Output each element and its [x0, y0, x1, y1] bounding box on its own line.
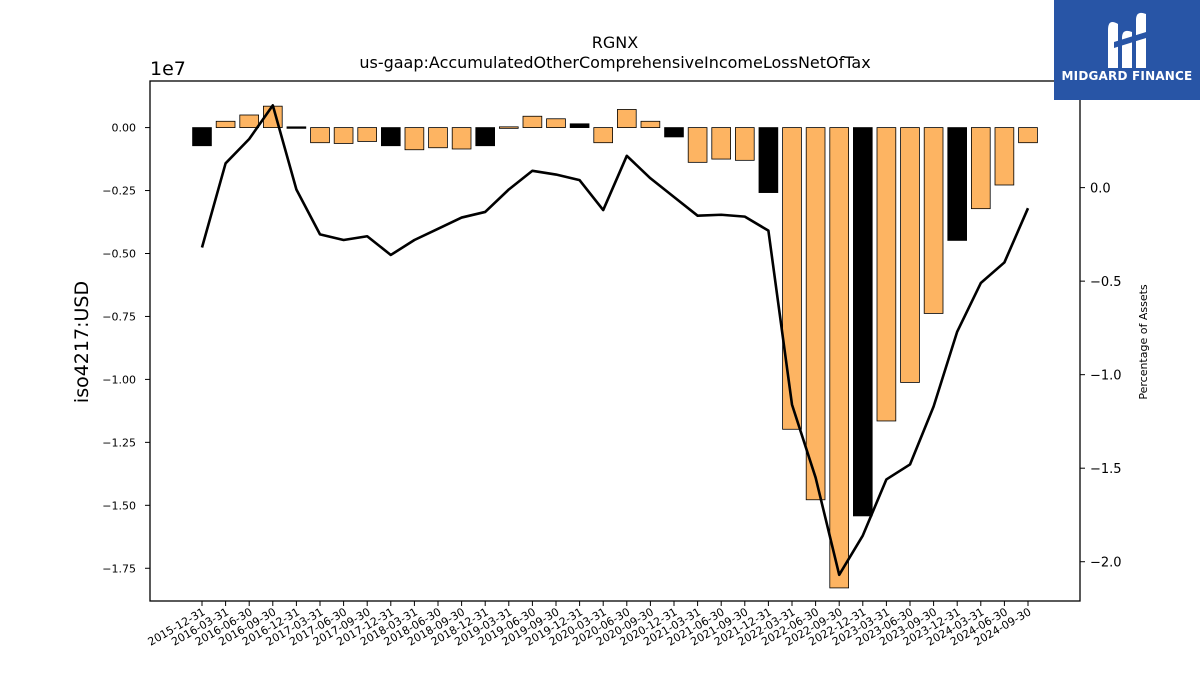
- y-tick-label: 0.00: [112, 122, 137, 135]
- y-tick-label: −1.50: [102, 499, 136, 512]
- chart-title: RGNX: [592, 33, 638, 52]
- bar-2018-03-31: [404, 127, 425, 151]
- percentage-of-assets-line: [200, 104, 1030, 577]
- y2-tick-label: −1.0: [1090, 369, 1122, 384]
- bar-2020-03-31: [593, 127, 613, 144]
- bar-2021-06-30: [711, 127, 731, 160]
- y2-tick-label: −0.5: [1090, 275, 1122, 290]
- bar-2021-09-30: [735, 127, 755, 161]
- bars-layer: [192, 105, 1038, 589]
- bar-2017-12-31: [380, 127, 401, 147]
- bar-2022-09-30: [829, 127, 849, 589]
- bar-2024-06-30: [994, 127, 1015, 186]
- logo-text: MIDGARD FINANCE: [1061, 69, 1193, 83]
- bar-2023-09-30: [923, 127, 944, 314]
- y-tick-label: −0.25: [102, 185, 136, 198]
- y2-axis-ticks: 0.0 −0.5 −1.0 −1.5 −2.0: [1080, 182, 1122, 571]
- y2-tick-label: −1.5: [1090, 462, 1122, 477]
- midgard-finance-logo: MIDGARD FINANCE: [1054, 0, 1200, 100]
- y2-axis-label: Percentage of Assets: [1137, 284, 1150, 400]
- bar-2017-09-30: [357, 127, 377, 142]
- bar-2017-03-31: [310, 127, 330, 144]
- bar-2017-06-30: [333, 127, 354, 144]
- y-tick-label: −1.00: [102, 373, 136, 386]
- x-axis-ticks: 2015-12-312016-03-312016-06-302016-09-30…: [146, 601, 1034, 649]
- y-tick-label: −0.75: [102, 310, 136, 323]
- y-axis-multiplier: 1e7: [150, 58, 186, 80]
- bar-2022-03-31: [782, 127, 802, 430]
- bar-2023-12-31: [947, 127, 967, 241]
- bar-2016-03-31: [215, 120, 236, 128]
- bar-2018-06-30: [428, 127, 448, 149]
- y2-tick-label: −2.0: [1090, 556, 1122, 571]
- bar-2021-03-31: [687, 127, 708, 163]
- bar-2024-09-30: [1018, 127, 1038, 144]
- y-axis-label: iso4217:USD: [71, 281, 93, 403]
- y-tick-label: −1.75: [102, 562, 136, 575]
- bar-2015-12-31: [192, 127, 212, 147]
- y-axis-ticks: 0.00 −0.25 −0.50 −0.75 −1.00 −1.25 −1.50 −1.75: [102, 122, 150, 575]
- bar-2019-12-31: [569, 123, 590, 128]
- bar-2019-09-30: [546, 118, 566, 128]
- bar-2016-06-30: [239, 114, 260, 128]
- bar-2016-12-31: [286, 126, 307, 129]
- bar-2018-12-31: [475, 127, 495, 147]
- line-layer: [200, 104, 1030, 577]
- bar-2018-09-30: [451, 127, 472, 150]
- bar-2021-12-31: [758, 127, 779, 193]
- midgard-logo-icon: [1108, 12, 1146, 68]
- bar-2020-09-30: [640, 120, 661, 128]
- bar-2023-03-31: [876, 127, 897, 422]
- bar-2023-06-30: [900, 127, 920, 383]
- y-tick-label: −0.50: [102, 247, 136, 260]
- chart-subtitle: us-gaap:AccumulatedOtherComprehensiveInc…: [359, 53, 870, 72]
- bar-2019-06-30: [522, 115, 543, 128]
- bar-2020-12-31: [664, 127, 684, 138]
- bar-2019-03-31: [498, 126, 519, 129]
- bar-2020-06-30: [617, 109, 637, 128]
- y2-tick-label: 0.0: [1090, 182, 1111, 197]
- plot-frame: [149, 80, 1081, 602]
- bar-2024-03-31: [971, 127, 991, 210]
- bar-2022-06-30: [805, 127, 826, 501]
- bar-2022-12-31: [853, 127, 873, 517]
- y-tick-label: −1.25: [102, 436, 136, 449]
